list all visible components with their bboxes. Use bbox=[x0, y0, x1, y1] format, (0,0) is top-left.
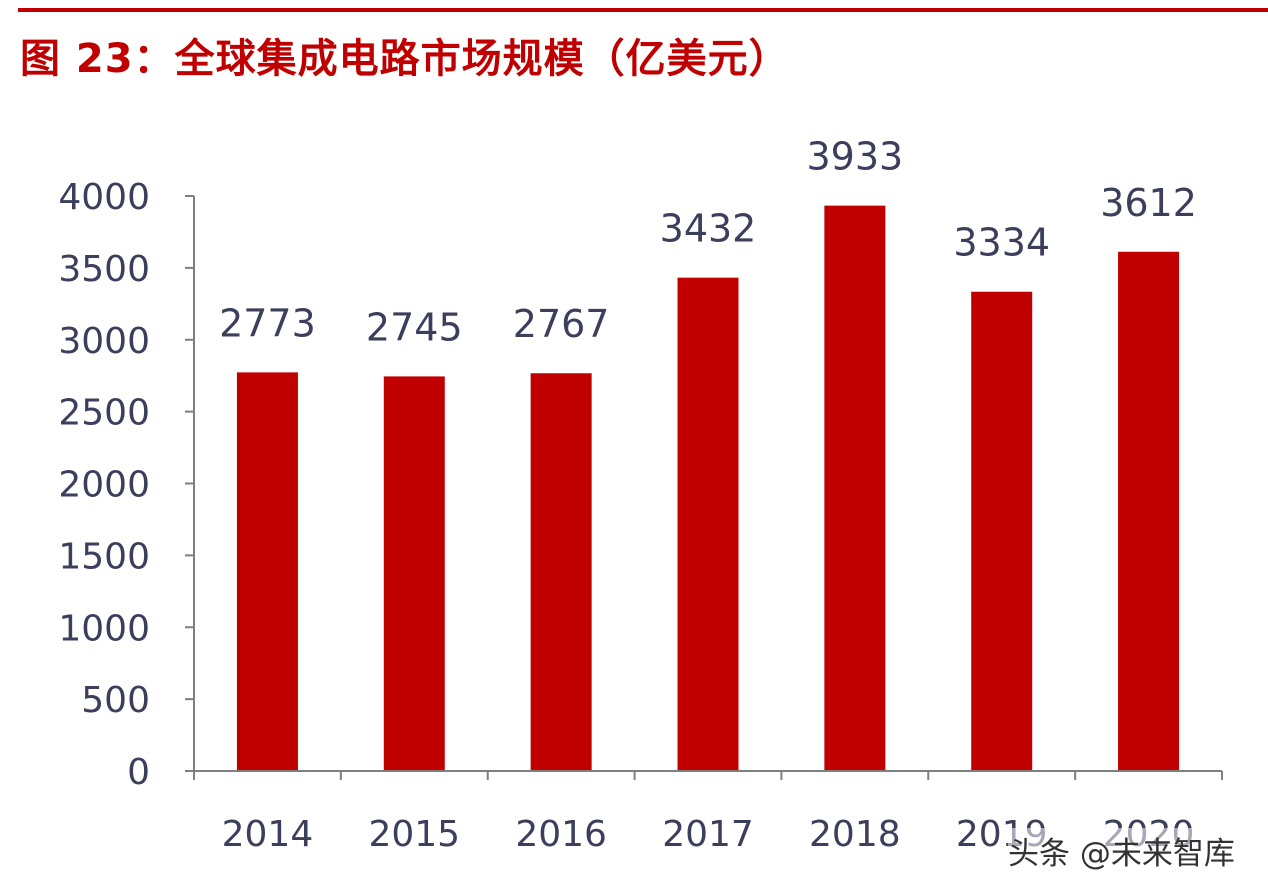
x-tick-label: 2018 bbox=[809, 814, 901, 855]
watermark: 头条 @未来智库 bbox=[1008, 828, 1235, 873]
y-tick-label: 1000 bbox=[58, 608, 150, 649]
bar-2019 bbox=[971, 291, 1033, 771]
x-tick-label: 2016 bbox=[515, 814, 607, 855]
title-rule bbox=[18, 8, 1268, 12]
data-label-2019: 3334 bbox=[953, 221, 1050, 265]
data-label-2020: 3612 bbox=[1100, 181, 1197, 225]
data-label-2015: 2745 bbox=[366, 305, 463, 349]
bar-2015 bbox=[383, 376, 445, 771]
data-label-2017: 3432 bbox=[660, 207, 757, 251]
data-label-2014: 2773 bbox=[219, 301, 316, 345]
y-tick-label: 4000 bbox=[58, 177, 150, 218]
y-tick-label: 3500 bbox=[58, 249, 150, 290]
bar-2017 bbox=[677, 277, 739, 771]
y-tick-label: 0 bbox=[127, 752, 150, 793]
bar-2020 bbox=[1118, 251, 1180, 771]
bar-2014 bbox=[236, 372, 298, 771]
data-labels: 2773 2745 2767 3432 3933 3334 3612 bbox=[219, 135, 1197, 350]
y-tick-label: 1500 bbox=[58, 536, 150, 577]
y-tick-label: 500 bbox=[81, 680, 150, 721]
y-tick-label: 2000 bbox=[58, 465, 150, 506]
y-axis: 0 500 1000 1500 2000 2500 3000 3500 4000 bbox=[58, 177, 195, 793]
bar-2018 bbox=[824, 205, 886, 772]
bar-series bbox=[236, 205, 1180, 772]
chart-title: 图 23：全球集成电路市场规模（亿美元） bbox=[20, 36, 790, 82]
data-label-2016: 2767 bbox=[513, 302, 610, 346]
x-tick-label: 2015 bbox=[368, 814, 460, 855]
x-tick-label: 2017 bbox=[662, 814, 754, 855]
bar-2016 bbox=[530, 373, 592, 771]
y-tick-label: 2500 bbox=[58, 393, 150, 434]
x-tick-label: 2014 bbox=[222, 814, 314, 855]
data-label-2018: 3933 bbox=[806, 135, 903, 179]
y-tick-label: 3000 bbox=[58, 321, 150, 362]
